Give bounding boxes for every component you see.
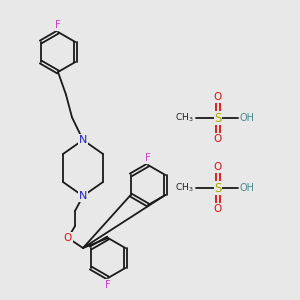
Text: O: O	[64, 233, 72, 243]
Text: N: N	[79, 135, 87, 145]
Text: F: F	[105, 280, 111, 290]
Text: S: S	[214, 182, 222, 194]
Text: OH: OH	[240, 183, 255, 193]
Text: O: O	[214, 204, 222, 214]
Text: F: F	[145, 153, 151, 163]
Text: OH: OH	[240, 113, 255, 123]
Text: O: O	[214, 92, 222, 102]
Text: O: O	[214, 134, 222, 144]
Text: S: S	[214, 112, 222, 124]
Text: CH$_3$: CH$_3$	[176, 182, 194, 194]
Text: O: O	[214, 162, 222, 172]
Text: F: F	[55, 20, 61, 30]
Text: N: N	[79, 191, 87, 201]
Text: CH$_3$: CH$_3$	[176, 112, 194, 124]
